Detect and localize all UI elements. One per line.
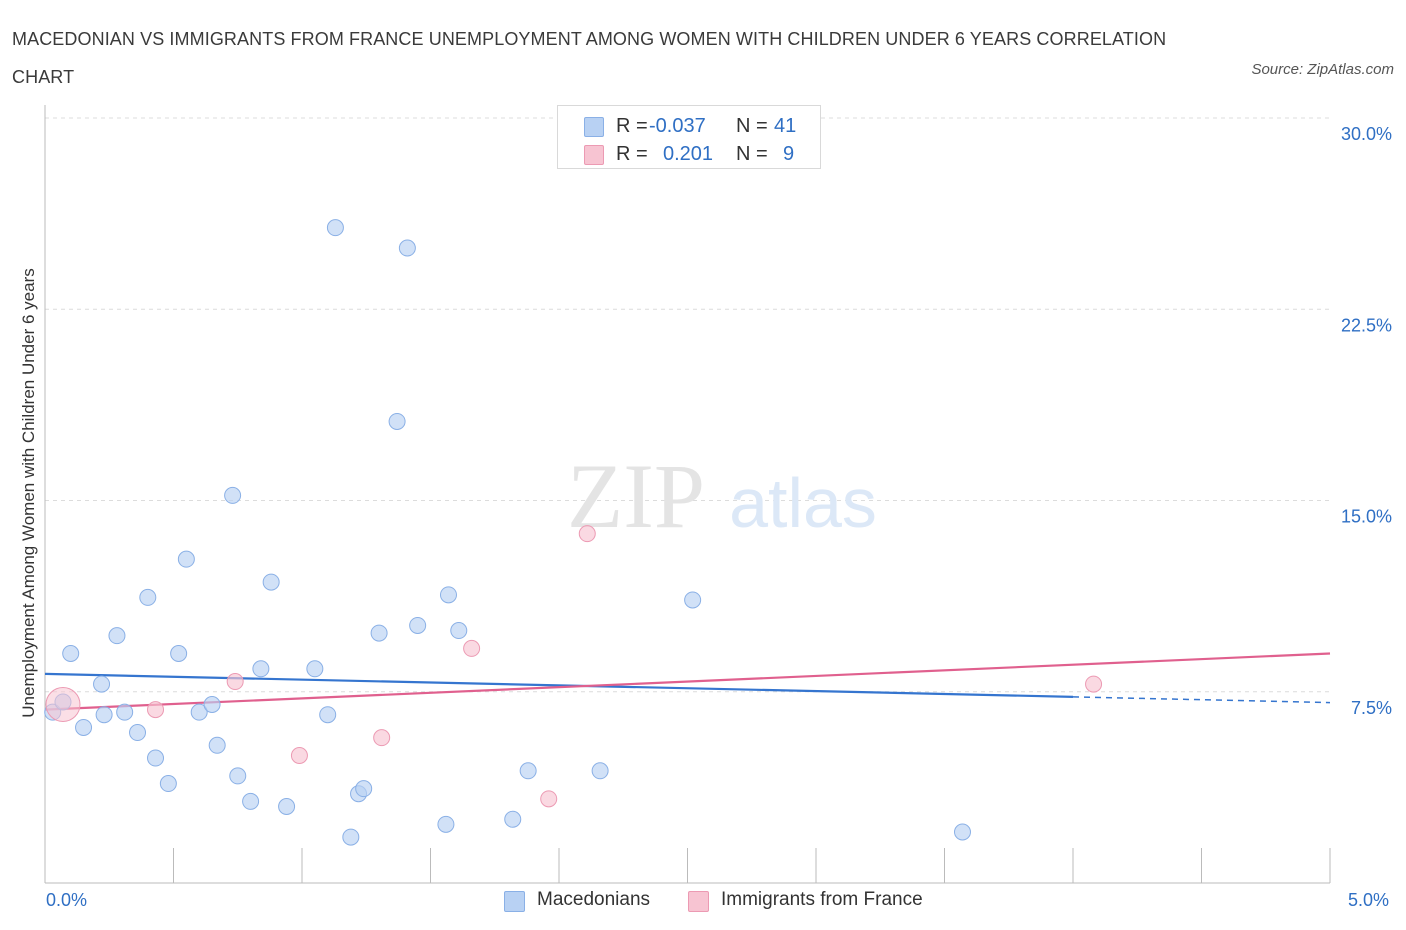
point-macedonians — [62, 645, 80, 662]
point-macedonians — [450, 622, 468, 640]
y-axis-label: Unemployment Among Women with Children U… — [19, 268, 38, 717]
point-france — [463, 639, 481, 657]
legend-label: Macedonians — [537, 889, 651, 910]
point-macedonians — [159, 775, 177, 793]
point-macedonians — [170, 645, 188, 662]
trendline-macedonians-extension — [1072, 696, 1331, 704]
watermark-atlas: atlas — [729, 464, 877, 542]
point-macedonians — [409, 616, 427, 634]
point-macedonians — [319, 706, 337, 724]
stats-n-value: 9 — [783, 143, 795, 165]
point-macedonians — [262, 573, 280, 591]
point-macedonians — [306, 660, 324, 678]
point-macedonians — [129, 724, 147, 742]
point-macedonians — [93, 675, 111, 693]
point-macedonians — [370, 624, 388, 642]
point-macedonians — [190, 703, 208, 721]
point-macedonians — [108, 627, 126, 645]
y-tick-label: 7.5% — [1351, 698, 1392, 718]
point-macedonians — [388, 412, 406, 430]
point-macedonians — [177, 550, 195, 568]
chart-title: MACEDONIAN VS IMMIGRANTS FROM FRANCE UNE… — [12, 29, 1167, 87]
point-macedonians — [229, 767, 247, 785]
trendline-macedonians — [44, 672, 1074, 698]
point-macedonians — [252, 660, 270, 678]
stats-swatch-pink — [584, 145, 604, 165]
point-macedonians — [504, 810, 522, 828]
y-tick-label: 30.0% — [1341, 124, 1392, 144]
x-tick-label-min: 0.0% — [46, 890, 88, 910]
point-macedonians — [139, 588, 157, 606]
point-macedonians — [278, 798, 296, 815]
stats-swatch-blue — [584, 117, 604, 137]
point-macedonians — [242, 792, 260, 810]
stats-r-value: -0.037 — [649, 115, 706, 137]
legend-swatch-blue — [504, 891, 525, 912]
point-macedonians — [437, 815, 455, 833]
point-france — [1085, 675, 1103, 693]
y-tick-label: 15.0% — [1341, 507, 1392, 527]
point-macedonians — [147, 749, 165, 767]
legend-swatch-pink — [688, 891, 709, 912]
point-france — [578, 525, 596, 543]
stats-r-label: R = — [616, 115, 648, 137]
point-macedonians — [95, 706, 113, 724]
point-macedonians — [224, 486, 242, 504]
stats-row-macedonians: R = -0.037 N = 41 — [558, 110, 820, 138]
point-france — [290, 747, 308, 764]
stats-legend-box: R = -0.037 N = 41 R = 0.201 N = 9 — [557, 105, 821, 169]
point-macedonians — [342, 828, 360, 846]
point-macedonians — [326, 219, 344, 237]
point-france — [45, 687, 81, 722]
point-france — [540, 790, 558, 808]
point-macedonians — [208, 736, 226, 754]
point-macedonians — [439, 586, 457, 604]
point-macedonians — [203, 696, 221, 713]
y-tick-label: 22.5% — [1341, 315, 1392, 335]
stats-n-value: 41 — [774, 115, 797, 137]
watermark: ZIP atlas — [567, 445, 877, 547]
trendline-france — [44, 652, 1331, 711]
point-macedonians — [398, 239, 416, 257]
point-macedonians — [684, 591, 702, 609]
point-france — [147, 701, 165, 719]
point-macedonians — [116, 703, 134, 721]
point-macedonians — [75, 718, 93, 736]
stats-r-value: 0.201 — [663, 143, 714, 165]
point-macedonians — [519, 762, 537, 780]
stats-n-label: N = — [736, 115, 768, 137]
point-france — [226, 673, 244, 691]
stats-row-france: R = 0.201 N = 9 — [558, 138, 820, 166]
x-tick-label-max: 5.0% — [1348, 890, 1390, 910]
stats-r-label: R = — [616, 143, 648, 165]
point-france — [373, 729, 391, 747]
point-macedonians — [591, 762, 609, 780]
point-macedonians — [355, 780, 373, 798]
stats-n-label: N = — [736, 143, 768, 165]
point-macedonians — [953, 823, 971, 841]
legend-label: Immigrants from France — [721, 889, 923, 910]
source-label: Source: ZipAtlas.com — [1251, 61, 1394, 78]
